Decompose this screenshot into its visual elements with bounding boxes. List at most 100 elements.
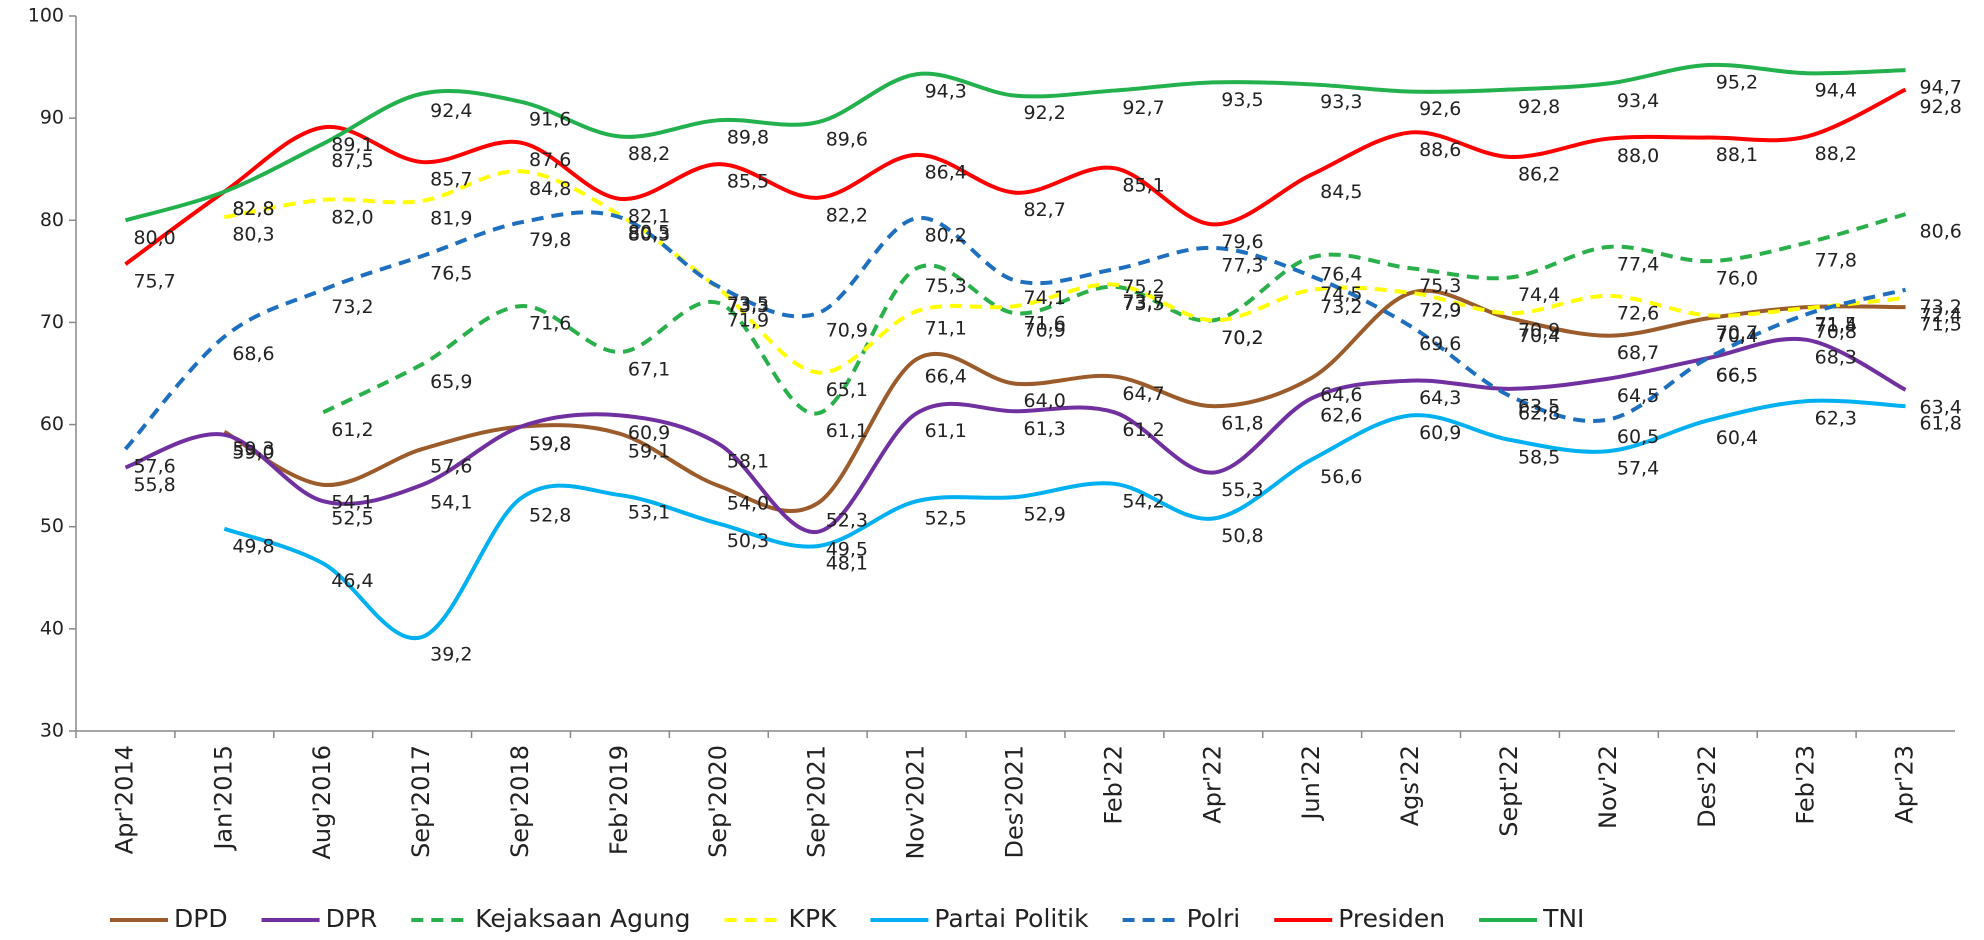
x-tick-label: Jun'22 (1297, 745, 1325, 822)
data-label: 55,3 (1221, 479, 1263, 501)
data-label: 92,7 (1122, 97, 1164, 119)
data-label: 88,1 (1716, 144, 1758, 166)
x-tick-label: Apr'2014 (110, 745, 138, 854)
legend-label: Presiden (1338, 904, 1445, 933)
data-label: 39,2 (430, 644, 472, 666)
data-label: 79,8 (529, 229, 571, 251)
data-label: 71,5 (1920, 314, 1962, 336)
x-tick-label: Feb'23 (1792, 745, 1820, 825)
y-tick-label: 90 (40, 107, 64, 129)
data-label: 82,7 (1024, 199, 1066, 221)
data-label: 54,1 (430, 491, 472, 513)
data-label: 70,4 (1716, 325, 1758, 347)
data-label: 54,2 (1122, 490, 1164, 512)
data-label: 76,0 (1716, 268, 1758, 290)
data-label: 77,8 (1815, 249, 1857, 271)
data-label: 88,2 (1815, 143, 1857, 165)
data-label: 61,3 (1024, 418, 1066, 440)
data-label: 70,9 (1024, 320, 1066, 342)
data-label: 58,1 (727, 450, 769, 472)
x-tick-label: Sept'22 (1495, 745, 1523, 837)
data-label: 88,0 (1617, 145, 1659, 167)
legend: DPD DPR Kejaksaan Agung KPK Partai Politik Po… (110, 904, 1584, 933)
data-label: 72,9 (1419, 299, 1461, 321)
data-label: 74,5 (1320, 283, 1362, 305)
data-label: 52,5 (331, 508, 373, 530)
data-label: 63,4 (1920, 396, 1962, 418)
plot-area: 30 40 50 60 70 80 90 100 Apr'2014 Jan'2015 Aug'201… (28, 5, 1962, 860)
data-label: 60,9 (628, 422, 670, 444)
data-label: 92,8 (1920, 96, 1962, 118)
data-label: 92,2 (1024, 102, 1066, 124)
data-label: 76,4 (1320, 264, 1362, 286)
data-label: 70,2 (1221, 327, 1263, 349)
data-label: 75,3 (925, 275, 967, 297)
y-tick-label: 70 (40, 311, 64, 333)
legend-label: DPD (174, 904, 228, 933)
data-label: 71,1 (925, 318, 967, 340)
data-label: 67,1 (628, 359, 670, 381)
data-label: 64,5 (1617, 385, 1659, 407)
data-label: 65,9 (430, 371, 472, 393)
data-label: 75,7 (133, 271, 175, 293)
data-label: 73,7 (1122, 291, 1164, 313)
data-label: 60,5 (1617, 426, 1659, 448)
data-label: 84,5 (1320, 181, 1362, 203)
data-label: 71,5 (1815, 314, 1857, 336)
data-label: 71,9 (727, 310, 769, 332)
data-label: 92,8 (1518, 96, 1560, 118)
data-label: 61,2 (331, 419, 373, 441)
data-label: 71,4 (1815, 315, 1857, 337)
data-label: 58,5 (1518, 446, 1560, 468)
data-label: 49,8 (232, 535, 274, 557)
x-tick-label: Apr'22 (1198, 745, 1226, 824)
data-label: 62,3 (1815, 408, 1857, 430)
data-label: 52,9 (1024, 504, 1066, 526)
data-label: 63,5 (1518, 395, 1560, 417)
data-label: 76,5 (430, 263, 472, 285)
y-tick-label: 30 (40, 720, 64, 742)
x-tick-label: Des'2021 (1001, 745, 1029, 858)
data-label: 52,3 (826, 510, 868, 532)
x-tick-label: Sep'2018 (506, 745, 534, 858)
data-label: 50,3 (727, 530, 769, 552)
data-label: 56,6 (1320, 466, 1362, 488)
data-label: 82,1 (628, 205, 670, 227)
x-tick-label: Aug'2016 (308, 745, 336, 860)
data-label: 84,8 (529, 178, 571, 200)
series-line (123, 210, 1907, 451)
data-label: 68,6 (232, 343, 274, 365)
data-label: 54,0 (727, 492, 769, 514)
data-label: 62,6 (1320, 405, 1362, 427)
data-label: 66,5 (1716, 365, 1758, 387)
data-label: 85,7 (430, 169, 472, 191)
legend-label: Kejaksaan Agung (475, 904, 690, 933)
series-line (322, 212, 1907, 416)
data-label: 64,6 (1320, 384, 1362, 406)
data-label: 60,4 (1716, 427, 1758, 449)
data-label: 73,2 (1320, 296, 1362, 318)
x-tick-label: Des'22 (1693, 745, 1721, 828)
data-label: 49,5 (826, 538, 868, 560)
data-label: 89,6 (826, 129, 868, 151)
data-label: 72,4 (1920, 304, 1962, 326)
data-label: 89,1 (331, 134, 373, 156)
legend-label: TNI (1542, 904, 1584, 933)
data-label: 52,8 (529, 505, 571, 527)
x-tick-label: Nov'2021 (902, 745, 930, 860)
data-label: 61,8 (1920, 413, 1962, 435)
data-label: 81,9 (430, 207, 472, 229)
data-label: 54,1 (331, 491, 373, 513)
data-label: 55,8 (133, 474, 175, 496)
data-label: 92,6 (1419, 98, 1461, 120)
data-label: 64,3 (1419, 387, 1461, 409)
data-label: 92,4 (430, 100, 472, 122)
data-label: 59,0 (232, 441, 274, 463)
data-label: 70,7 (1716, 322, 1758, 344)
data-label: 57,6 (133, 456, 175, 478)
data-label: 80,3 (232, 224, 274, 246)
data-label: 80,6 (1920, 221, 1962, 243)
legend-label: Partai Politik (934, 904, 1089, 933)
data-label: 73,5 (727, 293, 769, 315)
